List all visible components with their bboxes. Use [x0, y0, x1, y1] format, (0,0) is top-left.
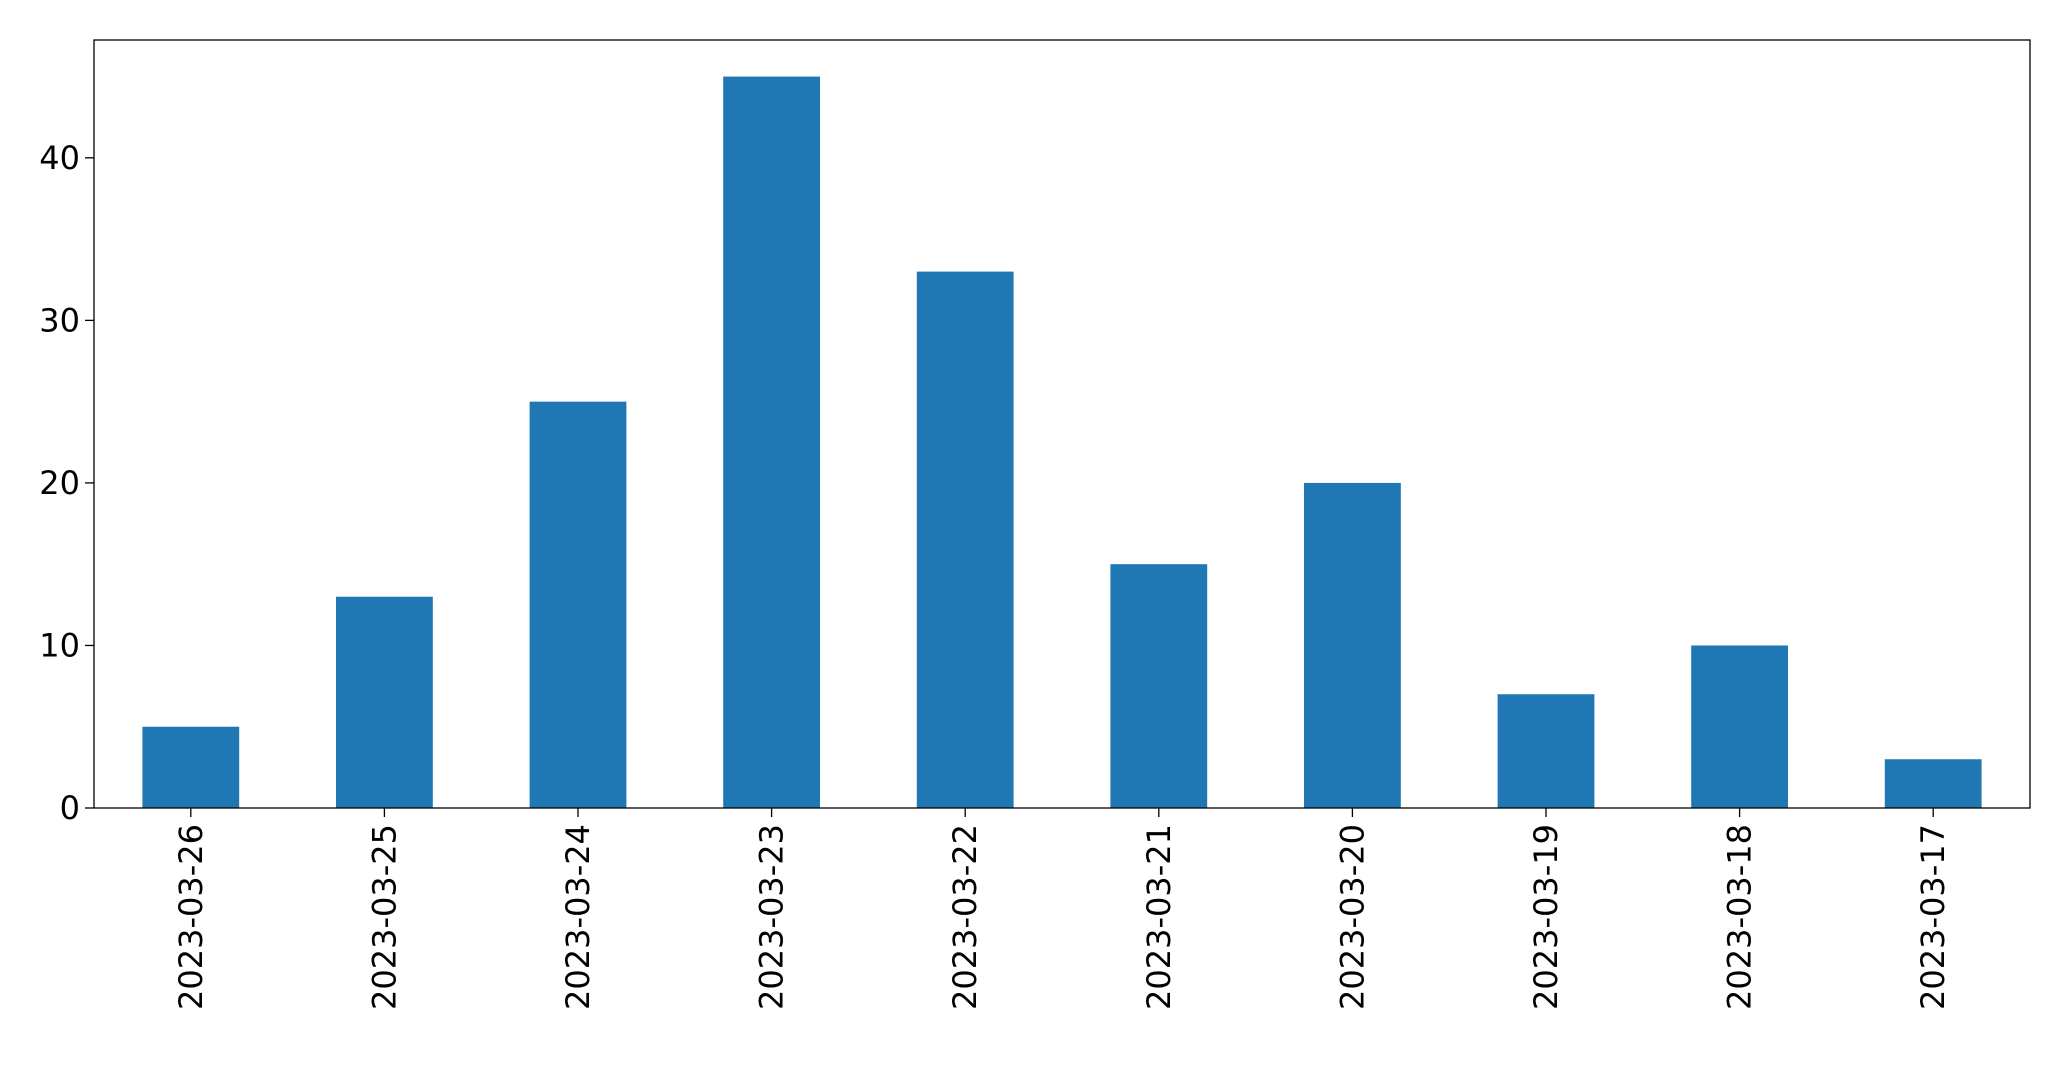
- axes-frame: [93, 39, 2031, 809]
- x-tick-label: 2023-03-24: [559, 824, 597, 1010]
- bar: [1884, 759, 1982, 808]
- y-tick-label: 40: [39, 139, 80, 177]
- x-tick-label: 2023-03-18: [1721, 824, 1759, 1010]
- x-tick-label: 2023-03-25: [365, 824, 403, 1010]
- x-tick-label: 2023-03-26: [172, 824, 210, 1010]
- y-tick-label: 10: [39, 626, 80, 664]
- x-tick-label: 2023-03-21: [1140, 824, 1178, 1010]
- bar: [723, 76, 820, 809]
- x-tick-label: 2023-03-19: [1527, 824, 1565, 1010]
- x-tick-label: 2023-03-23: [753, 824, 791, 1010]
- bar: [336, 596, 433, 808]
- bar: [529, 401, 627, 808]
- x-tick-label: 2023-03-20: [1333, 824, 1371, 1010]
- bar: [142, 726, 240, 808]
- bar: [916, 271, 1014, 809]
- x-tick-label: 2023-03-17: [1914, 824, 1952, 1010]
- bar: [1497, 694, 1595, 808]
- y-tick-label: 30: [39, 301, 80, 339]
- x-tick-label: 2023-03-22: [946, 824, 984, 1010]
- y-tick-label: 20: [39, 464, 80, 502]
- bar: [1110, 564, 1208, 808]
- bar: [1691, 645, 1788, 808]
- y-tick-label: 0: [60, 789, 80, 827]
- bar: [1304, 482, 1401, 808]
